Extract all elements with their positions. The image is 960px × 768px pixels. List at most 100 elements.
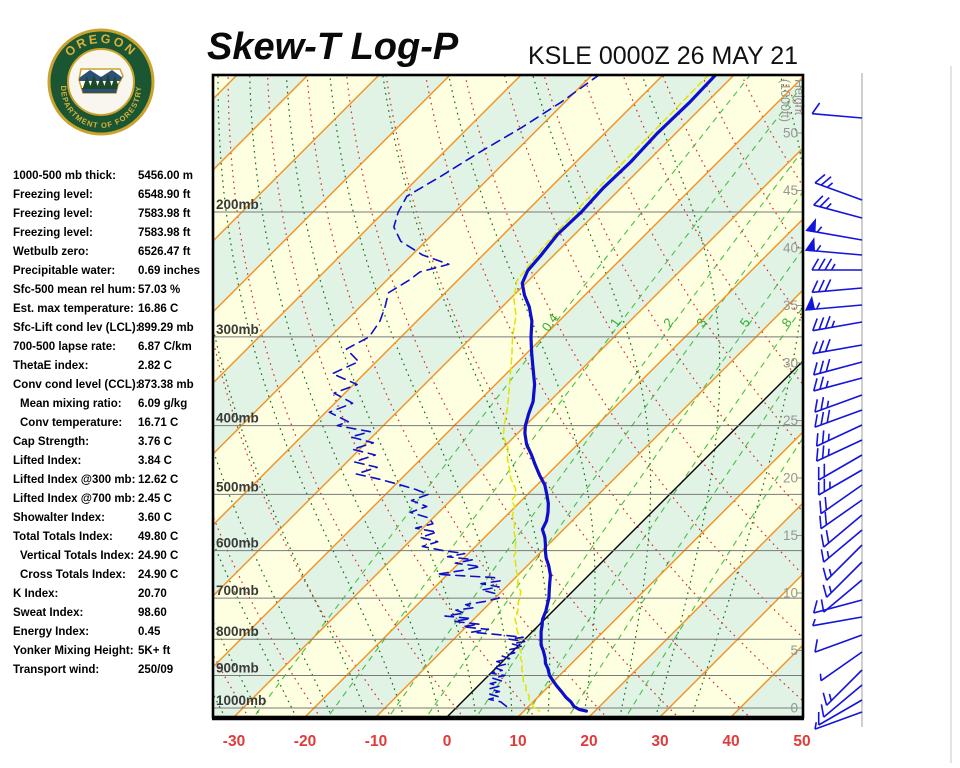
stat-row: Transport wind: 250/09 [13, 662, 213, 681]
wind-barb [820, 684, 863, 718]
stat-label: Sfc-Lift cond lev (LCL): [13, 322, 140, 334]
stat-row: 700-500 lapse rate: 6.87 C/km [13, 339, 213, 358]
stat-row: Vertical Totals Index: 24.90 C [13, 548, 213, 567]
isotherm-bands [213, 75, 803, 717]
height-label: 20 [783, 471, 798, 486]
stat-value: 7583.98 ft [138, 208, 191, 220]
stat-row: Freezing level: 7583.98 ft [13, 206, 213, 225]
stat-value: 16.86 C [138, 303, 179, 315]
stat-value: 2.82 C [138, 360, 172, 372]
pressure-label: 500mb [216, 479, 259, 494]
temp-tick-label: 50 [793, 733, 810, 750]
stat-row: Precipitable water: 0.69 inches [13, 263, 213, 282]
wind-barb [815, 439, 863, 462]
wind-barb [822, 544, 863, 581]
page-title: Skew-T Log-P [207, 26, 459, 68]
stat-row: Conv cond level (CCL): 873.38 mb [13, 377, 213, 396]
height-label: 40 [783, 241, 798, 256]
wind-barb [805, 218, 863, 241]
stat-row: ThetaE index: 2.82 C [13, 358, 213, 377]
stat-value: 57.03 % [138, 284, 181, 296]
stat-value: 0.45 [138, 626, 161, 638]
stat-value: 12.62 C [138, 474, 179, 486]
wind-barb [812, 315, 863, 332]
odf-logo: OREGON DEPARTMENT OF FORESTRY [47, 28, 155, 136]
stat-row: Energy Index: 0.45 [13, 624, 213, 643]
height-label: 15 [783, 528, 798, 543]
wind-barb [811, 258, 862, 271]
wind-barb [804, 295, 863, 311]
stat-value: 5456.00 m [138, 170, 193, 182]
wind-barb [814, 634, 863, 653]
temp-tick-label: 40 [722, 733, 739, 750]
stat-value: 6526.47 ft [138, 246, 191, 258]
stat-label: Precipitable water: [13, 265, 116, 277]
pressure-label: 300mb [216, 322, 259, 337]
chart-border [211, 73, 805, 719]
stat-label: Total Totals Index: [13, 531, 113, 543]
wind-barb [819, 499, 863, 530]
stat-label: 1000-500 mb thick: [13, 170, 116, 182]
temp-tick-label: 10 [509, 733, 526, 750]
wind-barb [817, 454, 863, 481]
isotherms [213, 75, 803, 717]
stat-label: Energy Index: [13, 626, 90, 638]
wetbulb-trace [502, 75, 710, 712]
stat-row: Cap Strength: 3.76 C [13, 434, 213, 453]
stat-label: Conv temperature: [20, 417, 123, 429]
pressure-label: 800mb [216, 624, 259, 639]
stat-value: 6.87 C/km [138, 341, 192, 353]
stat-label: K Index: [13, 588, 59, 600]
wind-barb [817, 699, 863, 726]
pressure-label: 400mb [216, 411, 259, 426]
stat-value: 5K+ ft [138, 645, 171, 657]
stat-label: Sfc-500 mean rel hum: [13, 284, 136, 296]
stat-row: Sfc-Lift cond lev (LCL): 899.29 mb [13, 320, 213, 339]
wind-barb [815, 424, 863, 447]
stat-label: Lifted Index @300 mb: [13, 474, 136, 486]
pressure-label: 1000mb [216, 693, 266, 708]
wind-barb [814, 409, 863, 428]
stat-value: 98.60 [138, 607, 167, 619]
stat-row: Yonker Mixing Height: 5K+ ft [13, 643, 213, 662]
stat-value: 3.84 C [138, 455, 172, 467]
stat-row: Cross Totals Index: 24.90 C [13, 567, 213, 586]
stat-label: Freezing level: [13, 189, 93, 201]
dewpoint-trace [328, 75, 601, 712]
wind-barb [822, 669, 863, 706]
stat-row: Lifted Index: 3.84 C [13, 453, 213, 472]
stat-label: Cap Strength: [13, 436, 90, 448]
wind-barb [819, 484, 863, 515]
stats-panel: 1000-500 mb thick: 5456.00 m Freezing leve… [13, 168, 213, 681]
stat-row: Lifted Index @300 mb: 12.62 C [13, 472, 213, 491]
stat-row: 1000-500 mb thick: 5456.00 m [13, 168, 213, 187]
stat-value: 20.70 [138, 588, 167, 600]
stat-row: Mean mixing ratio: 6.09 g/kg [13, 396, 213, 415]
stat-row: Lifted Index @700 mb: 2.45 C [13, 491, 213, 510]
height-label: 35 [783, 298, 798, 313]
height-label: 50 [783, 126, 798, 141]
height-label: 30 [783, 356, 798, 371]
plot-area [213, 75, 803, 717]
stat-label: Est. max temperature: [13, 303, 134, 315]
stat-label: Lifted Index @700 mb: [13, 493, 136, 505]
height-label: 0 [790, 701, 798, 716]
temp-tick-label: -30 [223, 733, 245, 750]
stat-label: Freezing level: [13, 208, 93, 220]
stat-value: 6.09 g/kg [138, 398, 188, 410]
stat-row: Conv temperature: 16.71 C [13, 415, 213, 434]
zero-isotherm [446, 360, 803, 717]
stat-row: Showalter Index: 3.60 C [13, 510, 213, 529]
stat-value: 16.71 C [138, 417, 179, 429]
wind-barb [811, 279, 863, 294]
height-label: 45 [783, 183, 798, 198]
wind-barb [804, 237, 863, 256]
pressure-gridlines [213, 211, 803, 709]
stat-label: Wetbulb zero: [13, 246, 89, 258]
logo-oregon-art [78, 68, 124, 94]
wind-barb [812, 376, 863, 392]
wind-barb [812, 599, 863, 614]
pressure-labels: 200mb 300mb 400mb 500mb 600mb 700mb 800mb 900mb… [216, 197, 266, 708]
